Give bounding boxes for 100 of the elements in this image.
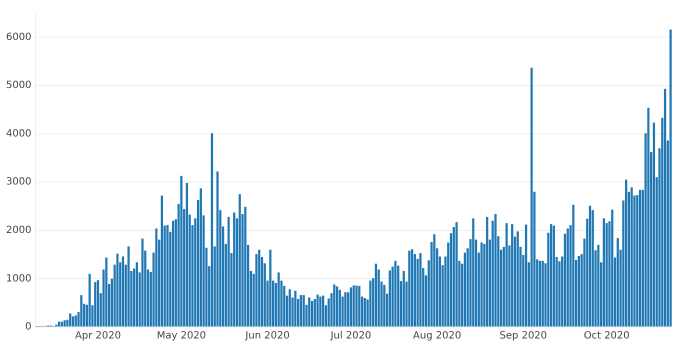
bar <box>166 225 169 326</box>
bar <box>294 290 296 326</box>
bar <box>394 260 397 326</box>
bar <box>638 190 642 326</box>
x-tick-label: Aug 2020 <box>413 330 462 342</box>
bar <box>552 226 555 326</box>
bar <box>419 253 422 326</box>
bar <box>105 257 108 326</box>
bar <box>588 206 592 326</box>
bar <box>141 238 144 326</box>
bar <box>288 289 291 326</box>
bar <box>228 216 230 326</box>
bar <box>611 210 614 326</box>
bar <box>80 295 82 326</box>
bar <box>369 280 372 326</box>
bar <box>210 133 214 326</box>
y-tick-label: 2000 <box>6 224 32 236</box>
bar <box>322 296 324 326</box>
bar <box>338 290 341 326</box>
bar <box>69 313 72 326</box>
bar <box>538 260 542 326</box>
bar <box>244 206 246 326</box>
bar <box>616 238 619 326</box>
bar <box>664 88 666 326</box>
y-tick-label: 3000 <box>6 176 32 188</box>
bar <box>358 286 360 326</box>
bar <box>383 284 386 326</box>
x-tick-label: Jun 2020 <box>244 330 290 342</box>
bar <box>480 242 483 326</box>
bar <box>505 223 508 326</box>
bar <box>64 320 66 326</box>
bar <box>486 216 488 326</box>
bar <box>186 183 188 326</box>
bar <box>116 254 119 326</box>
bar <box>333 284 336 326</box>
y-tick-label: 4000 <box>6 128 32 140</box>
x-tick-label: Sep 2020 <box>500 330 548 342</box>
bar <box>602 218 606 326</box>
bar <box>494 214 497 326</box>
bar <box>597 244 600 326</box>
bar <box>316 294 319 326</box>
bar <box>136 262 138 326</box>
bar <box>350 287 352 326</box>
bar <box>455 222 458 326</box>
bar <box>308 298 310 326</box>
bar <box>278 272 280 326</box>
bar <box>314 298 316 326</box>
bar <box>88 274 91 326</box>
bar <box>258 250 260 326</box>
bar <box>74 315 77 326</box>
y-tick-label: 5000 <box>6 80 32 92</box>
bar <box>122 256 124 326</box>
bar <box>355 285 358 326</box>
bar <box>566 228 569 326</box>
bar <box>670 29 672 326</box>
bar <box>625 180 628 326</box>
bar <box>96 280 100 326</box>
x-tick-label: Jul 2020 <box>330 330 372 342</box>
bar <box>180 176 182 326</box>
bar <box>302 295 305 326</box>
bar <box>94 282 96 326</box>
bar <box>300 295 302 326</box>
bar <box>464 252 466 326</box>
bar <box>374 264 378 326</box>
y-tick-label: 1000 <box>6 273 32 284</box>
y-tick-label: 0 <box>25 322 32 333</box>
bar <box>524 224 528 326</box>
bar <box>155 228 158 326</box>
bar <box>200 188 202 326</box>
bar <box>127 246 130 326</box>
x-tick-label: Apr 2020 <box>75 330 121 342</box>
bar <box>269 250 272 326</box>
bar <box>344 292 346 326</box>
bar <box>592 210 594 326</box>
bar <box>433 234 436 326</box>
bar <box>216 171 219 326</box>
bar <box>233 212 236 326</box>
bar <box>336 286 338 326</box>
bar <box>172 220 174 326</box>
bar <box>647 108 650 326</box>
x-tick-label: May 2020 <box>156 330 206 342</box>
bar <box>238 194 241 326</box>
bar <box>472 218 474 326</box>
bar <box>578 256 580 326</box>
bar <box>352 285 355 326</box>
bar <box>542 260 544 326</box>
bar <box>516 231 519 326</box>
bar <box>572 204 574 326</box>
x-tick-label: Oct 2020 <box>584 330 630 342</box>
y-tick-label: 6000 <box>6 32 32 43</box>
bar <box>652 122 656 326</box>
bar <box>550 224 552 326</box>
bar <box>58 322 60 326</box>
bar <box>511 224 514 326</box>
bar <box>410 249 414 326</box>
bar <box>60 322 63 326</box>
bar <box>402 270 405 326</box>
bar <box>408 250 410 326</box>
bar <box>530 68 533 326</box>
bar <box>160 196 164 326</box>
